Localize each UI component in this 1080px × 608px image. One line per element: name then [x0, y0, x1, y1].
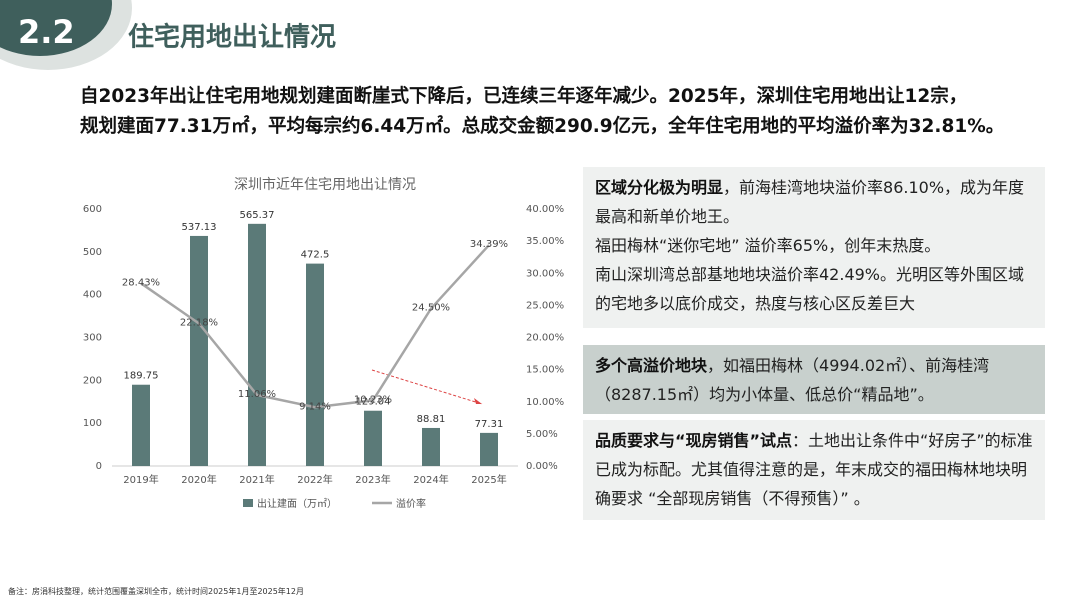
paragraph: 区域分化极为明显，前海桂湾地块溢价率86.10%，成为年度最高和新单价地王。: [595, 173, 1033, 231]
line-value-label: 24.50%: [412, 303, 450, 314]
y-tick-label: 400: [83, 290, 102, 301]
bar-value-label: 565.37: [240, 210, 275, 221]
bar: [480, 432, 498, 466]
section-number: 2.2: [18, 13, 75, 51]
summary-line: 自2023年出让住宅用地规划建面断崖式下降后，已连续三年逐年减少。2025年，深…: [80, 86, 968, 107]
x-tick-label: 2024年: [413, 473, 448, 486]
x-tick-label: 2019年: [123, 473, 158, 486]
legend-label: 溢价率: [396, 497, 426, 510]
section-title: 住宅用地出让情况: [128, 22, 336, 53]
bar-value-label: 129.04: [356, 397, 391, 408]
trend-arrow-head: [474, 398, 482, 404]
y2-tick-label: 25.00%: [526, 300, 564, 311]
x-tick-label: 2020年: [181, 473, 216, 486]
trend-arrow: [371, 369, 483, 405]
bar: [364, 410, 382, 466]
line-series: [140, 244, 490, 409]
y2-tick-label: 10.00%: [526, 397, 564, 408]
bar: [306, 263, 324, 466]
bar: [132, 384, 150, 466]
y-tick-label: 0: [96, 461, 102, 472]
legend-swatch: [243, 499, 253, 507]
panel-text: 福田梅林“迷你宅地” 溢价率65%，创年末热度。: [595, 236, 941, 255]
line-value-label: 22.18%: [180, 317, 218, 328]
panel-lead: 多个高溢价地块: [595, 356, 708, 375]
panel-lead: 区域分化极为明显: [595, 178, 724, 197]
y2-tick-label: 5.00%: [526, 429, 558, 440]
chart-title: 深圳市近年住宅用地出让情况: [234, 176, 416, 193]
line-value-label: 10.23%: [354, 394, 392, 405]
y-tick-label: 100: [83, 418, 102, 429]
info-panel: 区域分化极为明显，前海桂湾地块溢价率86.10%，成为年度最高和新单价地王。 福…: [583, 167, 1045, 328]
x-tick-label: 2023年: [355, 473, 390, 486]
summary-line: 规划建面77.31万㎡，平均每宗约6.44万㎡。总成交金额290.9亿元，全年住…: [80, 116, 1005, 137]
bar-value-label: 77.31: [475, 419, 504, 430]
bar-value-label: 472.5: [301, 250, 330, 261]
bar-value-label: 537.13: [182, 222, 217, 233]
x-tick-label: 2025年: [471, 473, 506, 486]
y2-tick-label: 30.00%: [526, 268, 564, 279]
bar-value-label: 189.75: [124, 371, 159, 382]
info-panel: 多个高溢价地块，如福田梅林（4994.02㎡）、前海桂湾（8287.15㎡）均为…: [583, 345, 1045, 414]
bar-value-label: 88.81: [417, 414, 446, 425]
panel-lead: 品质要求与“现房销售”试点: [595, 431, 793, 450]
y-tick-label: 200: [83, 375, 102, 386]
line-value-label: 34.39%: [470, 239, 508, 250]
legend-label: 出让建面（万㎡）: [257, 497, 337, 510]
panel-text: ：土地出让条件中“好房子”的标准已成为标配。尤其值得注意的是，年末成交的福田梅林…: [595, 431, 1033, 508]
footnote: 备注：房涓科技整理，统计范围覆盖深圳全市，统计时间2025年1月至2025年12…: [8, 587, 304, 596]
line-value-label: 28.43%: [122, 277, 160, 288]
y2-tick-label: 0.00%: [526, 461, 558, 472]
x-tick-label: 2021年: [239, 473, 274, 486]
y-tick-label: 600: [83, 204, 102, 215]
panel-text: ，如福田梅林（4994.02㎡）、前海桂湾（8287.15㎡）均为小体量、低总价…: [595, 356, 990, 404]
header-badge: [0, 0, 112, 56]
line-value-label: 11.06%: [238, 389, 276, 400]
bar: [190, 235, 208, 466]
line-value-label: 9.14%: [299, 401, 331, 412]
panel-text: 南山深圳湾总部基地地块溢价率42.49%。光明区等外围区域的宅地多以底价成交，热…: [595, 265, 1025, 313]
info-panel: 品质要求与“现房销售”试点：土地出让条件中“好房子”的标准已成为标配。尤其值得注…: [583, 420, 1045, 520]
bar: [422, 427, 440, 466]
paragraph: 品质要求与“现房销售”试点：土地出让条件中“好房子”的标准已成为标配。尤其值得注…: [595, 426, 1033, 513]
x-tick-label: 2022年: [297, 473, 332, 486]
paragraph: 多个高溢价地块，如福田梅林（4994.02㎡）、前海桂湾（8287.15㎡）均为…: [595, 351, 1033, 409]
y2-tick-label: 40.00%: [526, 204, 564, 215]
y2-tick-label: 15.00%: [526, 365, 564, 376]
y2-tick-label: 20.00%: [526, 333, 564, 344]
y2-tick-label: 35.00%: [526, 236, 564, 247]
panel-text: ，前海桂湾地块溢价率86.10%，成为年度最高和新单价地王。: [595, 178, 1025, 226]
y-tick-label: 500: [83, 247, 102, 258]
y-tick-label: 300: [83, 333, 102, 344]
bar: [248, 223, 266, 466]
